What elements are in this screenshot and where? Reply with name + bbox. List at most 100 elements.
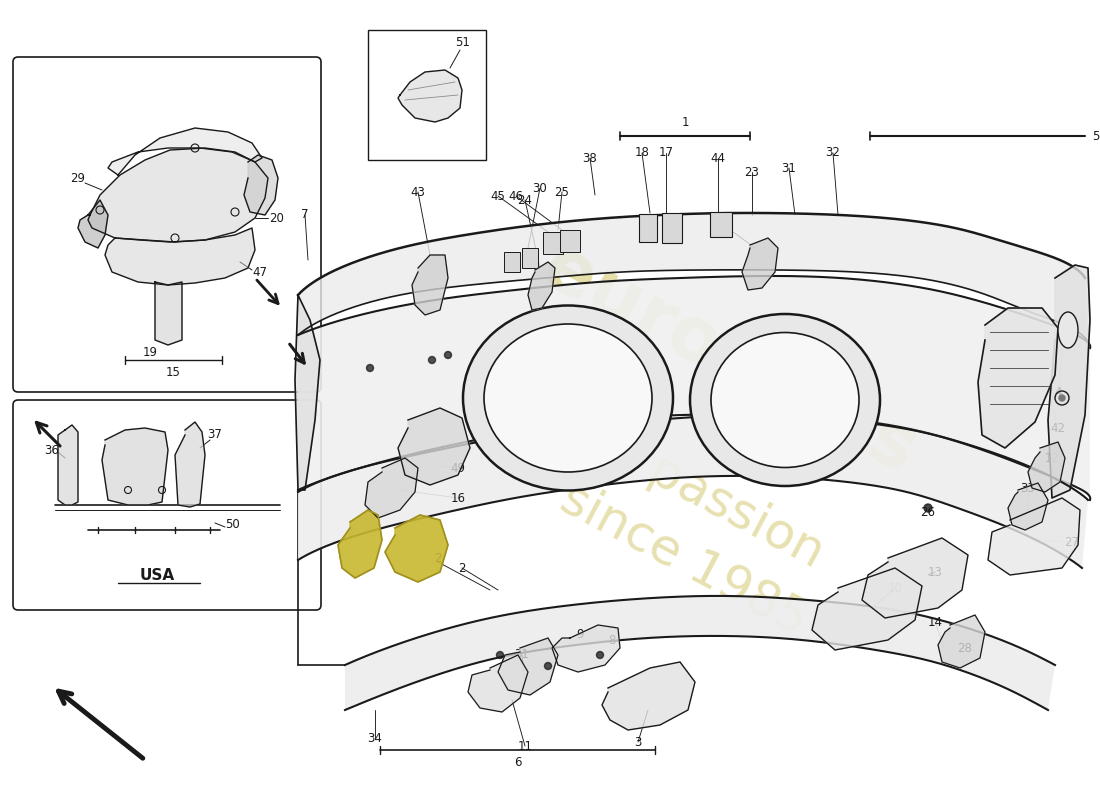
Bar (543, 232, 563, 254)
Text: 31: 31 (782, 162, 796, 174)
Circle shape (924, 504, 932, 512)
Text: 46: 46 (508, 190, 524, 202)
Polygon shape (298, 213, 1088, 342)
Ellipse shape (484, 324, 652, 472)
Polygon shape (345, 596, 1055, 710)
Text: 45: 45 (491, 190, 505, 202)
Polygon shape (298, 415, 1088, 568)
Text: 13: 13 (927, 566, 943, 578)
Text: 5: 5 (1092, 130, 1099, 142)
Text: USA: USA (140, 567, 175, 582)
Text: 14: 14 (927, 615, 943, 629)
Bar (522, 248, 538, 268)
Bar (710, 212, 732, 237)
Text: 33: 33 (1021, 482, 1035, 494)
Polygon shape (155, 282, 182, 345)
Text: a passion
since 1985: a passion since 1985 (552, 415, 847, 645)
Text: 47: 47 (253, 266, 267, 278)
Circle shape (1059, 395, 1065, 401)
Polygon shape (862, 538, 968, 618)
Polygon shape (398, 408, 470, 485)
FancyBboxPatch shape (13, 400, 321, 610)
Circle shape (366, 365, 374, 371)
Polygon shape (398, 70, 462, 122)
Polygon shape (1008, 483, 1048, 530)
Text: 43: 43 (410, 186, 426, 198)
Polygon shape (58, 425, 78, 505)
Text: 42: 42 (1050, 422, 1066, 434)
Text: 2: 2 (459, 562, 465, 574)
Ellipse shape (1058, 312, 1078, 348)
Text: 30: 30 (532, 182, 548, 194)
Polygon shape (602, 662, 695, 730)
Polygon shape (812, 568, 922, 650)
Text: 3: 3 (635, 735, 641, 749)
Polygon shape (468, 655, 528, 712)
Text: 26: 26 (921, 506, 935, 518)
Polygon shape (295, 295, 320, 490)
Text: 20: 20 (270, 211, 285, 225)
Text: 48: 48 (717, 219, 733, 233)
Text: 11: 11 (517, 739, 532, 753)
Text: 4: 4 (1054, 386, 1062, 398)
FancyBboxPatch shape (13, 57, 321, 392)
Text: 50: 50 (224, 518, 240, 531)
Bar (639, 214, 657, 242)
Text: 18: 18 (635, 146, 649, 159)
Text: 44: 44 (711, 151, 726, 165)
Text: 27: 27 (1065, 535, 1079, 549)
Circle shape (496, 651, 504, 658)
Circle shape (596, 651, 604, 658)
Polygon shape (742, 238, 778, 290)
Polygon shape (385, 515, 448, 582)
Bar (662, 213, 682, 243)
Text: 37: 37 (208, 429, 222, 442)
Text: 9: 9 (576, 629, 584, 642)
Text: 28: 28 (958, 642, 972, 654)
Polygon shape (412, 255, 448, 315)
Text: 15: 15 (166, 366, 180, 378)
Polygon shape (552, 625, 620, 672)
Text: 7: 7 (301, 209, 309, 222)
Polygon shape (938, 615, 984, 668)
Text: 49: 49 (451, 462, 465, 474)
Polygon shape (978, 308, 1058, 448)
Text: 8: 8 (608, 634, 616, 646)
Text: 16: 16 (451, 491, 465, 505)
Ellipse shape (690, 314, 880, 486)
Circle shape (429, 357, 436, 363)
Polygon shape (298, 276, 1090, 500)
Text: 19: 19 (143, 346, 157, 358)
Text: 12: 12 (1045, 451, 1059, 465)
Text: 24: 24 (517, 194, 532, 206)
Polygon shape (88, 148, 268, 242)
Circle shape (544, 662, 551, 670)
Polygon shape (1028, 442, 1065, 492)
Text: 2: 2 (434, 551, 442, 565)
Polygon shape (988, 498, 1080, 575)
Text: 31: 31 (515, 649, 529, 662)
Polygon shape (498, 638, 558, 695)
Text: 29: 29 (70, 171, 86, 185)
Text: euroParts: euroParts (530, 230, 930, 490)
Text: 6: 6 (515, 755, 521, 769)
Polygon shape (102, 428, 168, 505)
Polygon shape (338, 510, 382, 578)
Polygon shape (108, 128, 262, 175)
Text: 23: 23 (745, 166, 759, 178)
Text: 1: 1 (681, 115, 689, 129)
Text: 34: 34 (367, 731, 383, 745)
Text: 25: 25 (554, 186, 570, 198)
Bar (560, 230, 580, 252)
Polygon shape (1048, 265, 1090, 498)
Polygon shape (175, 422, 205, 507)
Bar (368, 30, 486, 160)
Polygon shape (78, 200, 108, 248)
Text: 38: 38 (583, 151, 597, 165)
Text: 36: 36 (45, 443, 59, 457)
Ellipse shape (711, 333, 859, 467)
Text: 10: 10 (888, 582, 902, 594)
Ellipse shape (463, 306, 673, 490)
Text: 51: 51 (455, 37, 471, 50)
Bar (504, 252, 520, 272)
